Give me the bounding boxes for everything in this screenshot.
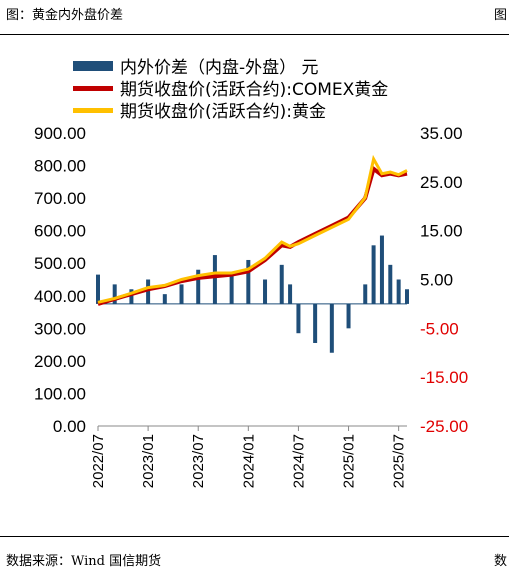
right-axis: 35.00 25.00 15.00 5.00 -5.00 -15.00 -25.00 <box>420 124 468 436</box>
spread-bar <box>288 284 293 304</box>
spread-bar <box>313 303 318 343</box>
spread-bar <box>296 303 301 334</box>
spread-bar <box>146 279 151 304</box>
right-tick-label: -25.00 <box>420 417 468 436</box>
x-tick-label: 2025/01 <box>341 434 358 488</box>
spread-bar <box>162 294 167 304</box>
spread-bar <box>379 235 384 304</box>
x-tick-label: 2023/07 <box>190 434 207 488</box>
spread-bar <box>371 245 376 304</box>
x-tick-label: 2022/07 <box>90 434 107 488</box>
spread-bar <box>112 284 117 304</box>
top-rule <box>0 34 509 35</box>
spread-bar <box>246 259 251 304</box>
left-tick-label: 700.00 <box>34 189 86 208</box>
bottom-rule <box>0 536 509 537</box>
left-tick-label: 600.00 <box>34 222 86 241</box>
left-tick-label: 800.00 <box>34 157 86 176</box>
figure-source: 数据来源：Wind 国信期货 <box>6 554 162 569</box>
spread-bar <box>329 303 334 353</box>
figure-right-mark: 图 <box>493 8 507 23</box>
right-tick-label: -5.00 <box>420 319 459 338</box>
spread-bar <box>212 255 217 304</box>
left-axis: 900.00 800.00 700.00 600.00 500.00 400.00 300.… <box>34 124 86 436</box>
left-tick-label: 900.00 <box>34 124 86 143</box>
legend-label-comex: 期货收盘价(活跃合约):COMEX黄金 <box>120 80 388 100</box>
right-tick-label: 5.00 <box>420 271 453 290</box>
x-tick-label: 2023/01 <box>140 434 157 488</box>
legend-swatch-domestic <box>73 108 113 113</box>
domestic-gold-line <box>97 154 408 304</box>
x-tick-label: 2024/01 <box>240 434 257 488</box>
x-axis: 2022/07 2023/01 2023/07 2024/01 2024/07 2025/… <box>90 426 408 488</box>
comex-gold-line <box>97 165 408 306</box>
spread-bar <box>229 274 234 304</box>
left-tick-label: 100.00 <box>34 384 86 403</box>
figure-bottom-right-mark: 数 <box>493 554 507 569</box>
right-tick-label: 15.00 <box>420 222 463 241</box>
left-tick-label: 300.00 <box>34 319 86 338</box>
spread-bar <box>263 279 268 304</box>
spread-bar <box>396 279 401 304</box>
right-tick-label: -15.00 <box>420 368 468 387</box>
spread-bar <box>405 289 409 304</box>
left-tick-label: 0.00 <box>53 417 86 436</box>
x-tick-label: 2025/07 <box>391 434 408 488</box>
spread-bar <box>363 284 368 304</box>
spread-bar <box>279 264 284 304</box>
left-tick-label: 200.00 <box>34 352 86 371</box>
legend: 内外价差（内盘-外盘） 元 期货收盘价(活跃合约):COMEX黄金 期货收盘价(… <box>73 58 388 122</box>
legend-label-domestic: 期货收盘价(活跃合约):黄金 <box>120 102 326 122</box>
spread-bar <box>196 269 201 304</box>
left-tick-label: 500.00 <box>34 254 86 273</box>
right-tick-label: 35.00 <box>420 124 463 143</box>
chart: 内外价差（内盘-外盘） 元 期货收盘价(活跃合约):COMEX黄金 期货收盘价(… <box>34 58 468 488</box>
x-tick-label: 2024/07 <box>290 434 307 488</box>
spread-bar <box>179 284 184 304</box>
spread-bar <box>388 264 393 304</box>
right-tick-label: 25.00 <box>420 173 463 192</box>
spread-bar <box>129 289 134 304</box>
left-tick-label: 400.00 <box>34 287 86 306</box>
legend-swatch-comex <box>73 86 113 91</box>
spread-bars <box>96 235 409 353</box>
legend-label-spread: 内外价差（内盘-外盘） 元 <box>120 58 319 78</box>
spread-bar <box>96 274 100 304</box>
legend-swatch-spread <box>73 61 113 71</box>
spread-bar <box>346 303 351 329</box>
figure-title: 图：黄金内外盘价差 <box>6 8 124 23</box>
